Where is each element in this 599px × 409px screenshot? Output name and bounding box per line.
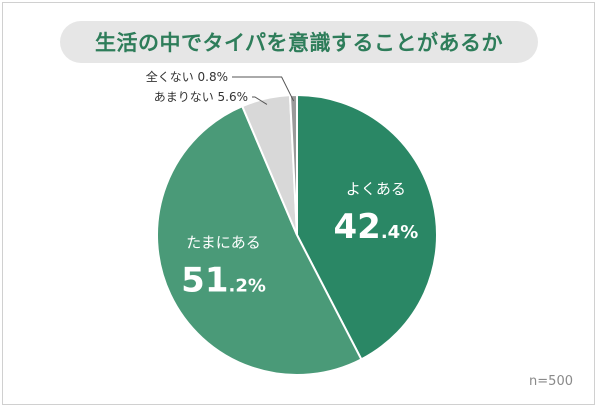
slice-label-1: たまにある (186, 234, 261, 252)
slice-label-0: よくある (346, 180, 406, 198)
pie-slice-3 (288, 93, 298, 236)
chart-title: 生活の中でタイパを意識することがあるか (94, 31, 504, 55)
slice-outside-label-3: 全くない 0.8% (146, 69, 228, 84)
slice-value-0: 42.4% (334, 207, 419, 247)
leader-line-3 (232, 76, 295, 102)
slice-value-1: 51.2% (181, 261, 266, 301)
chart-title-pill: 生活の中でタイパを意識することがあるか (60, 21, 538, 63)
pie-slice-0 (296, 93, 438, 361)
sample-size-note: n=500 (529, 374, 573, 389)
slice-outside-label-2: あまりない 5.6% (154, 90, 248, 104)
pie-slice-1 (156, 104, 363, 376)
leader-line-2 (252, 96, 268, 105)
